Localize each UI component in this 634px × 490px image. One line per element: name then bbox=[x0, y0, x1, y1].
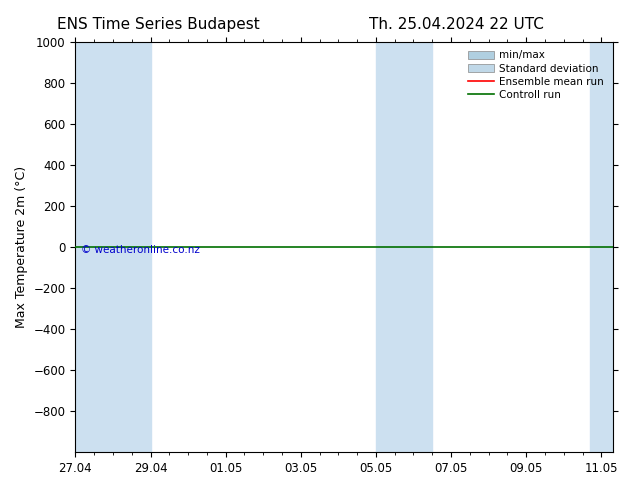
Text: ENS Time Series Budapest: ENS Time Series Budapest bbox=[57, 17, 260, 32]
Y-axis label: Max Temperature 2m (°C): Max Temperature 2m (°C) bbox=[15, 166, 28, 328]
Legend: min/max, Standard deviation, Ensemble mean run, Controll run: min/max, Standard deviation, Ensemble me… bbox=[465, 47, 607, 103]
Bar bbox=[75, 42, 150, 452]
Bar bbox=[590, 42, 612, 452]
Bar bbox=[376, 42, 432, 452]
Text: © weatheronline.co.nz: © weatheronline.co.nz bbox=[81, 245, 200, 255]
Text: Th. 25.04.2024 22 UTC: Th. 25.04.2024 22 UTC bbox=[369, 17, 544, 32]
